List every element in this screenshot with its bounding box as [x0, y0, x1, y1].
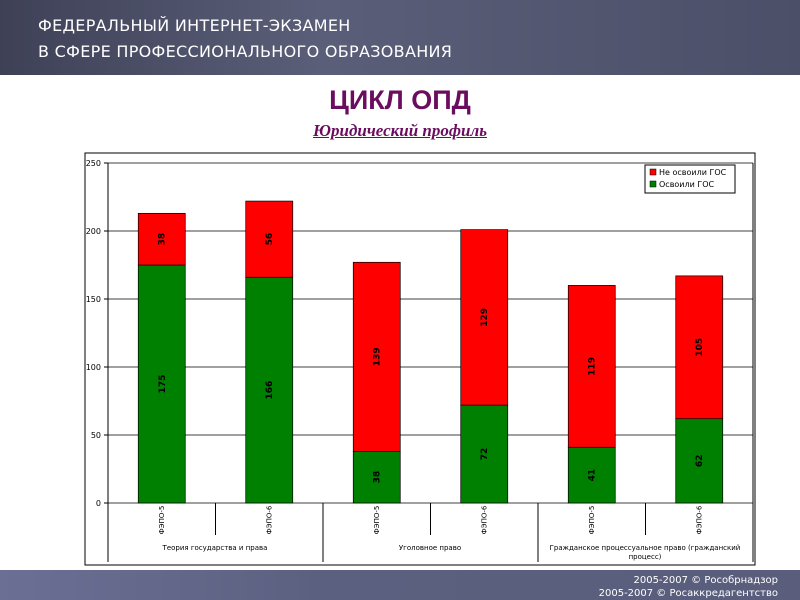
data-label: 38	[158, 233, 168, 246]
x-tick-label: ФЭПО-5	[588, 506, 596, 535]
bar-segment	[460, 404, 509, 504]
legend-swatch	[649, 168, 657, 176]
legend	[644, 164, 736, 194]
x-tick-label: ФЭПО-6	[265, 505, 273, 534]
y-tick-label: 200	[86, 227, 101, 236]
data-label: 72	[480, 448, 490, 461]
chart-subtitle: Юридический профиль	[313, 121, 487, 140]
header-line1: ФЕДЕРАЛЬНЫЙ ИНТЕРНЕТ-ЭКЗАМЕН	[38, 16, 351, 35]
bar-segment	[675, 275, 724, 420]
legend-swatch	[649, 180, 657, 188]
data-label: 62	[695, 455, 705, 468]
footer-line2: 2005-2007 © Росаккредагентство	[598, 588, 778, 599]
y-tick-label: 50	[91, 431, 101, 440]
legend-label: Не освоили ГОС	[659, 168, 727, 177]
data-label: 105	[695, 338, 705, 357]
header-banner: ФЕДЕРАЛЬНЫЙ ИНТЕРНЕТ-ЭКЗАМЕН В СФЕРЕ ПРО…	[0, 0, 800, 75]
bar-segment	[245, 200, 294, 278]
x-tick-label: ФЭПО-6	[695, 505, 703, 534]
data-label: 56	[265, 233, 275, 246]
group-label: Теория государства и права	[162, 544, 268, 552]
chart-frame	[84, 152, 756, 566]
footer-line1: 2005-2007 © Рособрнадзор	[633, 575, 778, 586]
y-tick-label: 0	[96, 499, 101, 508]
bar-segment	[137, 212, 186, 266]
group-label: Уголовное право	[398, 544, 462, 552]
bar-segment	[352, 450, 401, 504]
data-label: 38	[373, 471, 383, 484]
data-label: 166	[265, 381, 275, 400]
bar-segment	[567, 446, 616, 504]
group-label: Гражданское процессуальное право (гражда…	[549, 544, 741, 561]
bar-segment	[675, 418, 724, 504]
x-tick-label: ФЭПО-5	[158, 506, 166, 535]
footer-banner: 2005-2007 © Рособрнадзор 2005-2007 © Рос…	[0, 570, 800, 600]
x-tick-label: ФЭПО-6	[480, 505, 488, 534]
y-tick-label: 100	[86, 363, 101, 372]
data-label: 139	[373, 347, 383, 366]
bar-segment	[567, 285, 616, 448]
data-label: 175	[158, 375, 168, 394]
data-label: 41	[588, 469, 598, 482]
bar-segment	[245, 276, 294, 504]
bar-segment	[460, 229, 509, 406]
legend-label: Освоили ГОС	[659, 180, 715, 189]
header-line2: В СФЕРЕ ПРОФЕССИОНАЛЬНОГО ОБРАЗОВАНИЯ	[38, 42, 453, 61]
x-tick-label: ФЭПО-5	[373, 506, 381, 535]
y-tick-label: 150	[86, 295, 101, 304]
chart-title: ЦИКЛ ОПД	[329, 85, 471, 115]
y-tick-label: 250	[86, 159, 101, 168]
data-label: 129	[480, 308, 490, 327]
data-label: 119	[588, 357, 598, 376]
bar-segment	[137, 264, 186, 504]
bar-segment	[352, 261, 401, 452]
